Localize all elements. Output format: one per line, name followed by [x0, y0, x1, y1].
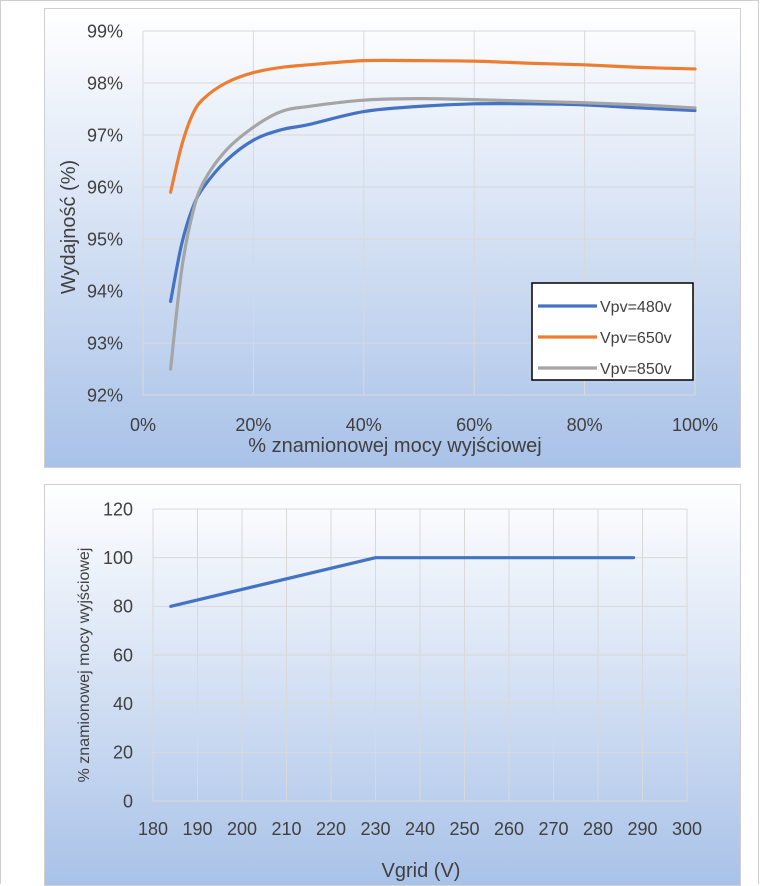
x-tick-label: 180: [138, 819, 168, 839]
series-line-vpv-650v: [169, 58, 697, 194]
x-tick-label: 260: [494, 819, 524, 839]
x-tick-label: 280: [583, 819, 613, 839]
y-tick-label: 92%: [87, 385, 123, 405]
series-line: [169, 556, 636, 608]
y-tick-label: 120: [103, 499, 133, 519]
series-line-vpv-850v: [169, 96, 697, 371]
y-tick-label: 60: [113, 645, 133, 665]
power-derating-chart-svg: 180 190 200 210 220 230 240 250 260 270 280 290 300 …: [45, 485, 740, 885]
chart-background: [45, 9, 740, 467]
legend-box: [531, 282, 694, 381]
y-tick-label: 97%: [87, 125, 123, 145]
x-tick-label: 220: [316, 819, 346, 839]
legend-label: Vpv=480v: [600, 299, 672, 316]
y-tick-label: 99%: [87, 21, 123, 41]
y-axis-title: % znamionowej mocy wyjściowej: [76, 548, 93, 783]
x-tick-label: 230: [360, 819, 390, 839]
legend-label: Vpv=650v: [600, 330, 672, 347]
x-axis-title: Vgrid (V): [382, 860, 461, 882]
y-tick-label: 100: [103, 548, 133, 568]
chart-background: [45, 485, 740, 885]
x-tick-label: 20%: [235, 415, 271, 435]
efficiency-chart: 0% 20% 40% 60% 80% 100% 92% 93% 94% 95% 96% 97% 98%…: [44, 8, 741, 468]
x-tick-label: 200: [227, 819, 257, 839]
x-tick-label: 270: [538, 819, 568, 839]
y-tick-label: 0: [123, 791, 133, 811]
x-tick-label: 60%: [456, 415, 492, 435]
y-axis-title: Wydajność (%): [58, 160, 80, 294]
x-tick-label: 190: [182, 819, 212, 839]
x-axis-title: % znamionowej mocy wyjściowej: [248, 435, 541, 457]
legend-label: Vpv=850v: [600, 361, 672, 378]
page-border-left: [0, 0, 1, 884]
y-tick-label: 93%: [87, 333, 123, 353]
legend: Vpv=480v Vpv=650v Vpv=850v: [531, 282, 694, 381]
page-border-top: [0, 0, 758, 1]
x-tick-label: 0%: [130, 415, 156, 435]
x-tick-label: 290: [627, 819, 657, 839]
x-tick-label: 210: [271, 819, 301, 839]
y-tick-label: 20: [113, 743, 133, 763]
x-tick-label: 100%: [672, 415, 718, 435]
x-tick-label: 240: [405, 819, 435, 839]
x-tick-label: 80%: [567, 415, 603, 435]
x-tick-label: 250: [449, 819, 479, 839]
y-tick-label: 80: [113, 597, 133, 617]
y-tick-label: 96%: [87, 177, 123, 197]
x-tick-label: 300: [672, 819, 702, 839]
y-tick-label: 40: [113, 694, 133, 714]
efficiency-chart-svg: 0% 20% 40% 60% 80% 100% 92% 93% 94% 95% 96% 97% 98%…: [45, 9, 740, 467]
y-tick-label: 94%: [87, 281, 123, 301]
x-tick-label: 40%: [346, 415, 382, 435]
page-border-right: [758, 0, 759, 884]
y-tick-label: 95%: [87, 229, 123, 249]
y-tick-label: 98%: [87, 73, 123, 93]
power-derating-chart: 180 190 200 210 220 230 240 250 260 270 280 290 300 …: [44, 484, 741, 886]
